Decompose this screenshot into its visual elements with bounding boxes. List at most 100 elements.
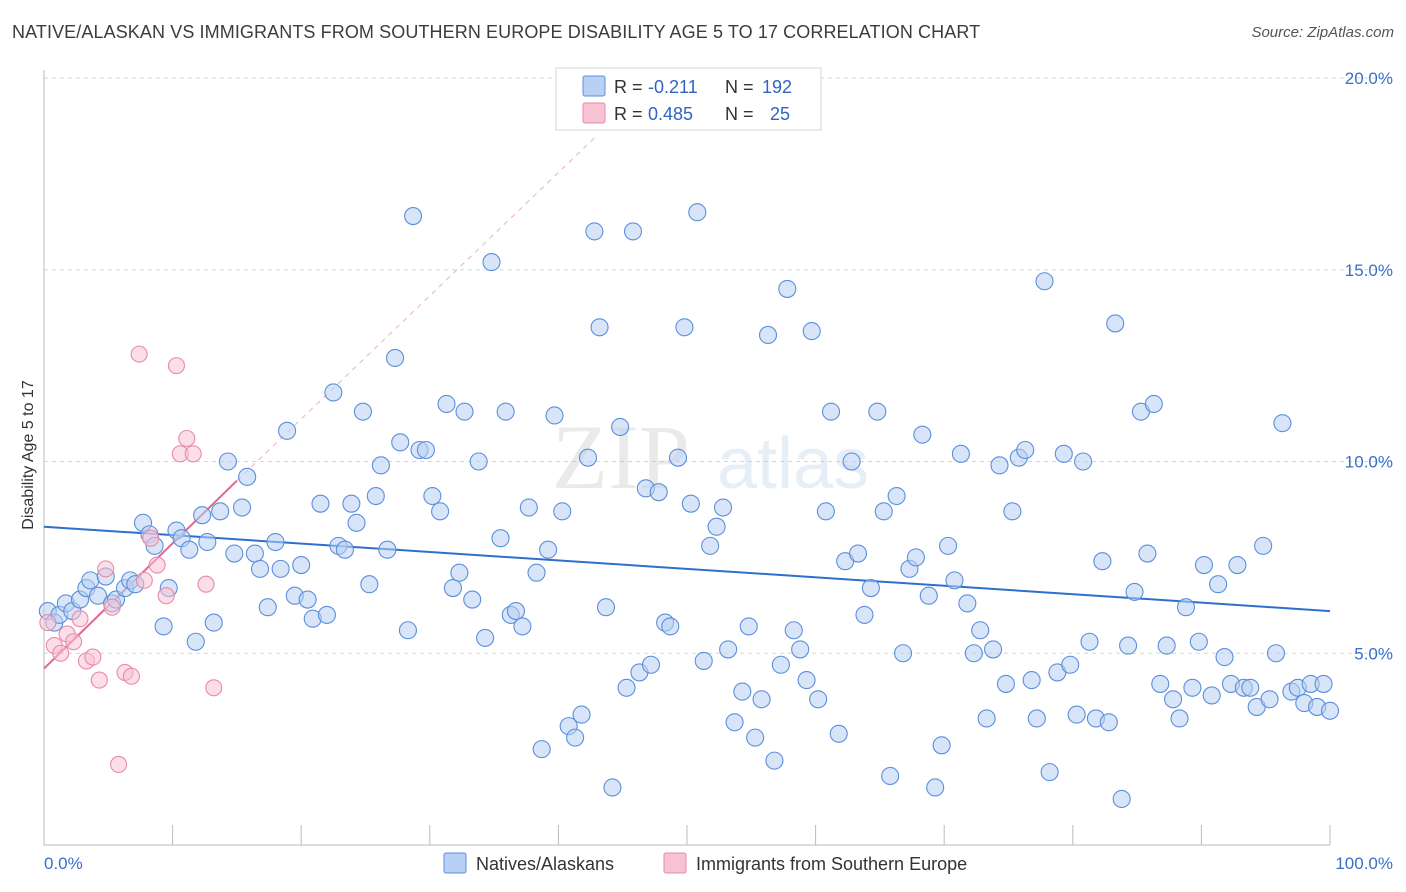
point-natives bbox=[1003, 502, 1022, 521]
point-natives bbox=[496, 402, 515, 421]
point-natives bbox=[746, 728, 765, 747]
legend-box: R = -0.211 N = 192 R = 0.485 N = 25 bbox=[555, 67, 822, 131]
point-natives bbox=[198, 532, 217, 552]
point-natives bbox=[416, 440, 435, 460]
point-natives bbox=[1106, 314, 1125, 333]
point-natives bbox=[81, 571, 100, 590]
point-natives bbox=[258, 598, 277, 617]
point-natives bbox=[802, 322, 821, 341]
point-immigrants bbox=[122, 667, 140, 685]
legend-r-value-2: 0.485 bbox=[648, 104, 693, 124]
point-natives bbox=[88, 586, 108, 605]
point-natives bbox=[1164, 690, 1183, 709]
point-natives bbox=[324, 383, 343, 402]
point-natives bbox=[437, 394, 456, 414]
point-natives bbox=[1022, 671, 1041, 690]
point-natives bbox=[603, 778, 622, 797]
point-natives bbox=[371, 456, 390, 475]
point-immigrants bbox=[52, 644, 70, 662]
point-natives bbox=[617, 678, 636, 697]
x-tick-label-min: 0.0% bbox=[44, 854, 83, 873]
point-natives bbox=[539, 540, 558, 559]
point-natives bbox=[623, 222, 643, 241]
point-natives bbox=[578, 448, 598, 467]
point-natives bbox=[431, 502, 450, 521]
point-natives bbox=[311, 494, 330, 513]
point-natives bbox=[1054, 444, 1073, 463]
point-natives bbox=[596, 598, 616, 617]
point-natives bbox=[404, 207, 423, 226]
point-natives bbox=[1112, 789, 1131, 809]
y-tick-labels: 5.0% 10.0% 15.0% 20.0% bbox=[1345, 69, 1393, 663]
point-natives bbox=[590, 318, 609, 337]
point-natives bbox=[1125, 582, 1144, 601]
point-natives bbox=[701, 536, 720, 555]
point-natives bbox=[926, 778, 945, 797]
point-immigrants bbox=[148, 556, 166, 574]
point-natives bbox=[713, 498, 733, 517]
point-natives bbox=[335, 540, 354, 559]
point-natives bbox=[881, 766, 900, 786]
legend-r-label-1: R = bbox=[614, 77, 643, 97]
point-natives bbox=[180, 540, 199, 559]
point-natives bbox=[868, 402, 887, 421]
point-natives bbox=[572, 705, 591, 724]
point-natives bbox=[1093, 552, 1112, 571]
point-natives bbox=[739, 617, 758, 636]
point-natives bbox=[1074, 452, 1093, 471]
point-natives bbox=[829, 724, 848, 743]
point-natives bbox=[186, 632, 205, 651]
legend-n-value-1: 192 bbox=[762, 77, 792, 97]
point-natives bbox=[778, 279, 797, 298]
point-natives bbox=[990, 456, 1009, 475]
point-immigrants bbox=[103, 598, 121, 616]
point-natives bbox=[694, 651, 713, 670]
point-natives bbox=[945, 571, 964, 590]
point-natives bbox=[848, 544, 868, 563]
y-axis-title: Disability Age 5 to 17 bbox=[20, 380, 37, 530]
point-natives bbox=[913, 425, 932, 444]
watermark: ZIP atlas bbox=[552, 406, 869, 508]
point-natives bbox=[1157, 636, 1176, 655]
series-immigrants-points bbox=[39, 345, 223, 774]
y-tick-label-10: 10.0% bbox=[1345, 453, 1393, 472]
bottom-legend-natives: Natives/Alaskans bbox=[476, 854, 614, 874]
bottom-legend-swatch-blue bbox=[443, 852, 467, 874]
point-natives bbox=[996, 674, 1015, 693]
point-natives bbox=[271, 559, 290, 578]
point-natives bbox=[707, 517, 726, 536]
point-immigrants bbox=[84, 648, 102, 666]
point-natives bbox=[688, 203, 707, 222]
point-natives bbox=[964, 644, 983, 663]
point-natives bbox=[661, 617, 680, 636]
point-natives bbox=[423, 486, 442, 506]
point-natives bbox=[1027, 709, 1046, 728]
point-natives bbox=[443, 579, 462, 598]
point-natives bbox=[360, 575, 379, 594]
point-natives bbox=[771, 655, 790, 674]
point-natives bbox=[566, 728, 585, 747]
point-natives bbox=[278, 421, 297, 440]
point-natives bbox=[784, 621, 803, 640]
point-natives bbox=[1067, 705, 1086, 724]
point-natives bbox=[1099, 713, 1118, 732]
point-natives bbox=[513, 617, 532, 636]
point-natives bbox=[958, 594, 977, 613]
point-natives bbox=[238, 467, 257, 486]
point-immigrants bbox=[135, 571, 153, 589]
y-tick-label-5: 5.0% bbox=[1354, 644, 1393, 663]
legend-n-label-2: N = bbox=[725, 104, 754, 124]
point-natives bbox=[719, 640, 738, 659]
point-natives bbox=[317, 605, 336, 624]
point-natives bbox=[1061, 655, 1080, 674]
point-natives bbox=[1183, 678, 1202, 697]
point-natives bbox=[250, 559, 270, 578]
point-natives bbox=[919, 586, 938, 605]
point-natives bbox=[232, 498, 252, 517]
point-natives bbox=[649, 483, 668, 502]
point-natives bbox=[874, 502, 893, 521]
bottom-legend: Natives/Alaskans Immigrants from Souther… bbox=[443, 852, 967, 874]
point-natives bbox=[532, 740, 551, 759]
point-natives bbox=[725, 713, 744, 732]
